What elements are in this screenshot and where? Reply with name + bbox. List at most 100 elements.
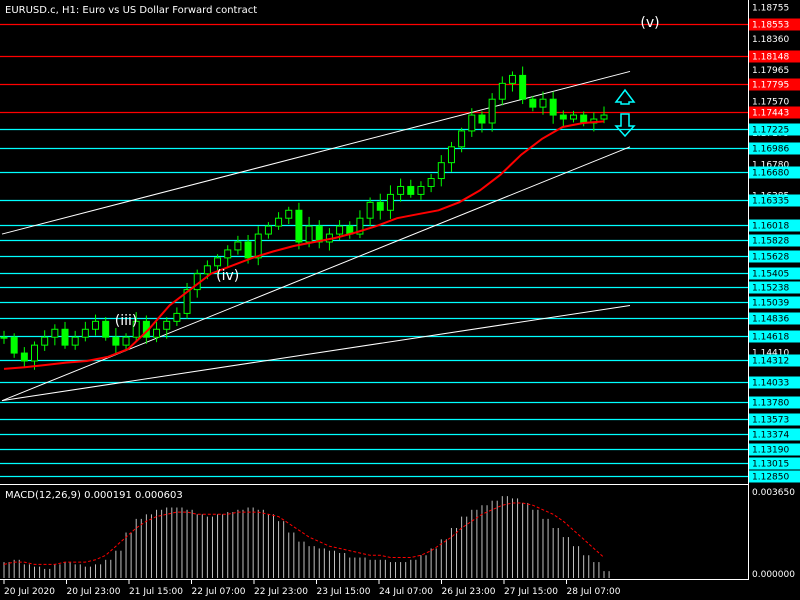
support-level-10-tag: 1.14836 bbox=[749, 312, 800, 325]
support-level-3-tag-text: 1.16335 bbox=[752, 197, 789, 207]
support-level-0-tag: 1.17225 bbox=[749, 123, 800, 136]
support-level-19-tag-text: 1.12850 bbox=[752, 473, 789, 483]
candle bbox=[427, 173, 435, 193]
candle bbox=[112, 328, 120, 355]
support-level-5-tag-text: 1.15828 bbox=[752, 237, 789, 247]
support-level-0-tag-text: 1.17225 bbox=[752, 126, 789, 136]
macd-histogram bbox=[3, 496, 610, 578]
macd-axis-top: 0.003650 bbox=[752, 488, 795, 498]
support-level-18-tag: 1.13015 bbox=[749, 457, 800, 470]
wave-label-iii: (iii) bbox=[115, 313, 138, 329]
support-level-7-tag-text: 1.15405 bbox=[752, 270, 789, 280]
candle bbox=[234, 235, 242, 255]
support-level-8-tag-text: 1.15238 bbox=[752, 284, 789, 294]
support-level-11-tag: 1.14618 bbox=[749, 330, 800, 343]
resistance-level-2-tag: 1.17795 bbox=[749, 78, 800, 91]
candle bbox=[295, 202, 303, 250]
candle bbox=[20, 347, 28, 368]
time-tick-9: 28 Jul 07:00 bbox=[567, 587, 621, 597]
price-tick-11: 1.14410 bbox=[752, 348, 789, 358]
candle bbox=[458, 127, 466, 153]
candle bbox=[275, 212, 283, 230]
price-tick-0: 1.18755 bbox=[752, 4, 789, 14]
time-tick-7: 26 Jul 23:00 bbox=[442, 587, 496, 597]
time-tick-0: 20 Jul 2020 bbox=[4, 587, 55, 597]
resistance-level-0-tag: 1.18553 bbox=[749, 18, 800, 31]
support-level-13-tag-text: 1.14033 bbox=[752, 379, 789, 389]
candle bbox=[569, 110, 577, 123]
candle bbox=[0, 330, 8, 344]
support-level-1-tag-text: 1.16986 bbox=[752, 145, 789, 155]
down-arrow-icon bbox=[614, 113, 636, 138]
candle bbox=[224, 245, 232, 267]
candle bbox=[102, 317, 110, 341]
candle bbox=[447, 141, 455, 172]
resistance-level-0-tag-text: 1.18553 bbox=[752, 21, 789, 31]
candle bbox=[31, 341, 39, 370]
support-level-4-tag-text: 1.16018 bbox=[752, 222, 789, 232]
support-level-12-tag: 1.14312 bbox=[749, 354, 800, 367]
support-level-17-tag: 1.13190 bbox=[749, 443, 800, 456]
support-level-14-tag: 1.13780 bbox=[749, 396, 800, 409]
price-tick-1: 1.18360 bbox=[752, 35, 789, 45]
candle bbox=[285, 206, 293, 224]
time-tick-5: 23 Jul 15:00 bbox=[317, 587, 371, 597]
candle bbox=[81, 321, 89, 342]
support-level-2-tag: 1.16680 bbox=[749, 166, 800, 179]
candle bbox=[264, 222, 272, 239]
resistance-level-3-tag: 1.17443 bbox=[749, 106, 800, 119]
candle bbox=[376, 193, 384, 220]
candle bbox=[488, 93, 496, 132]
candle bbox=[417, 181, 425, 200]
resistance-level-1-tag: 1.18148 bbox=[749, 50, 800, 63]
price-tick-5: 1.16780 bbox=[752, 160, 789, 170]
candle bbox=[508, 71, 516, 92]
support-level-4-tag: 1.16018 bbox=[749, 219, 800, 232]
support-level-9-tag-text: 1.15039 bbox=[752, 299, 789, 309]
candle bbox=[529, 95, 537, 112]
candle bbox=[315, 220, 323, 249]
time-tick-8: 27 Jul 15:00 bbox=[504, 587, 558, 597]
time-tick-2: 21 Jul 15:00 bbox=[129, 587, 183, 597]
candle bbox=[478, 111, 486, 133]
candle bbox=[254, 226, 262, 266]
support-level-7-tag: 1.15405 bbox=[749, 267, 800, 280]
support-level-16-tag-text: 1.13374 bbox=[752, 431, 789, 441]
resistance-level-1-tag-text: 1.18148 bbox=[752, 53, 789, 63]
candle bbox=[346, 221, 354, 239]
candle bbox=[92, 314, 100, 336]
support-level-11-tag-text: 1.14618 bbox=[752, 333, 789, 343]
channel-base-line bbox=[1, 304, 631, 402]
candle bbox=[61, 321, 69, 349]
candle bbox=[386, 185, 394, 219]
horizontal-levels bbox=[0, 23, 748, 478]
candle bbox=[468, 108, 476, 137]
price-tick-2: 1.17965 bbox=[752, 66, 789, 76]
candle bbox=[539, 91, 547, 115]
macd-axis-zero: 0.000000 bbox=[752, 570, 795, 580]
candle bbox=[173, 307, 181, 326]
support-level-1-tag: 1.16986 bbox=[749, 142, 800, 155]
support-level-15-tag: 1.13573 bbox=[749, 413, 800, 426]
support-level-19-tag: 1.12850 bbox=[749, 470, 800, 483]
candle bbox=[437, 155, 445, 187]
wave-label-v: (v) bbox=[640, 15, 659, 31]
level-price-tags: 1.18553 1.18148 1.17795 1.17443 1.17225 1.169… bbox=[749, 18, 800, 483]
support-level-17-tag-text: 1.13190 bbox=[752, 446, 789, 456]
moving-average-line bbox=[3, 120, 605, 370]
time-tick-1: 20 Jul 23:00 bbox=[67, 587, 121, 597]
support-level-6-tag-text: 1.15628 bbox=[752, 253, 789, 263]
candle bbox=[153, 321, 161, 343]
support-level-2-tag-text: 1.16680 bbox=[752, 169, 789, 179]
resistance-level-2-tag-text: 1.17795 bbox=[752, 81, 789, 91]
wave-label-iv: (iv) bbox=[216, 268, 239, 284]
price-tick-3: 1.17570 bbox=[752, 98, 789, 108]
support-level-12-tag-text: 1.14312 bbox=[752, 357, 789, 367]
candle bbox=[407, 179, 415, 198]
macd-signal-line bbox=[3, 502, 605, 565]
support-level-13-tag: 1.14033 bbox=[749, 376, 800, 389]
candle bbox=[132, 312, 140, 342]
candle bbox=[498, 76, 506, 106]
